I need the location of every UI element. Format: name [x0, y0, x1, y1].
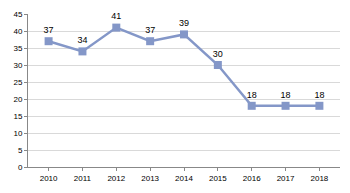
svg-text:45: 45 — [13, 10, 22, 19]
svg-text:39: 39 — [179, 18, 189, 28]
svg-text:2016: 2016 — [243, 174, 261, 183]
svg-text:15: 15 — [13, 112, 22, 121]
svg-text:37: 37 — [44, 25, 54, 35]
svg-text:10: 10 — [13, 129, 22, 138]
svg-text:35: 35 — [13, 44, 22, 53]
svg-text:2018: 2018 — [311, 174, 329, 183]
svg-text:34: 34 — [77, 35, 87, 45]
svg-text:30: 30 — [213, 49, 223, 59]
svg-text:20: 20 — [13, 95, 22, 104]
svg-text:30: 30 — [13, 61, 22, 70]
svg-text:2015: 2015 — [209, 174, 227, 183]
svg-text:37: 37 — [145, 25, 155, 35]
svg-text:41: 41 — [111, 11, 121, 21]
svg-text:2014: 2014 — [175, 174, 193, 183]
svg-text:2013: 2013 — [141, 174, 159, 183]
svg-text:18: 18 — [247, 90, 257, 100]
svg-text:40: 40 — [13, 27, 22, 36]
svg-text:0: 0 — [18, 163, 23, 172]
svg-text:18: 18 — [314, 90, 324, 100]
svg-text:25: 25 — [13, 78, 22, 87]
svg-text:2012: 2012 — [107, 174, 125, 183]
svg-text:2011: 2011 — [74, 174, 92, 183]
svg-text:2017: 2017 — [277, 174, 295, 183]
svg-text:5: 5 — [18, 146, 23, 155]
svg-text:18: 18 — [281, 90, 291, 100]
svg-text:2010: 2010 — [40, 174, 58, 183]
